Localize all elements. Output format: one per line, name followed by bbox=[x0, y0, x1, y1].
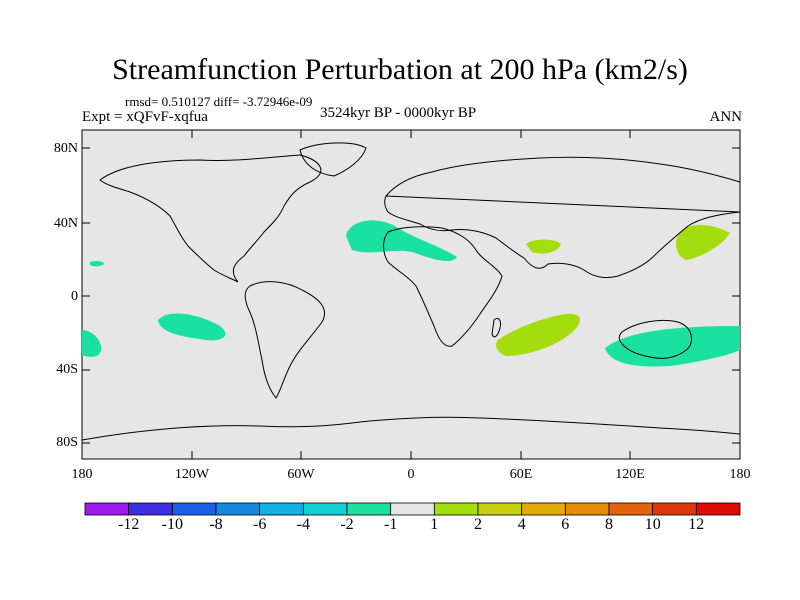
lon-label-180-west: 180 bbox=[71, 467, 93, 482]
colorbar-box bbox=[215, 502, 261, 516]
colorbar-label: 8 bbox=[605, 516, 613, 533]
colorbar-box bbox=[695, 502, 741, 516]
coast-africa bbox=[383, 226, 503, 347]
colorbar-box bbox=[652, 502, 697, 516]
coast-north-america bbox=[99, 154, 322, 283]
lon-label-60w: 60W bbox=[287, 467, 315, 482]
negative-anomaly-small-pacific bbox=[90, 260, 104, 267]
colorbar-box bbox=[564, 502, 610, 516]
colorbar-box bbox=[477, 502, 523, 516]
colorbar-label: 1 bbox=[430, 516, 439, 533]
colorbar-box bbox=[346, 502, 392, 516]
negative-anomaly-western-edge bbox=[82, 330, 102, 357]
lon-label-60e: 60E bbox=[509, 467, 533, 482]
colorbar-box bbox=[128, 502, 173, 516]
lat-label-80s: 80S bbox=[56, 435, 78, 450]
colorbar-box bbox=[259, 502, 304, 516]
period-label: 3524kyr BP - 0000kyr BP bbox=[320, 105, 477, 121]
colorbar-box bbox=[390, 502, 435, 516]
coastlines bbox=[81, 142, 741, 441]
anomaly-patches bbox=[82, 220, 740, 367]
colorbar-label: -8 bbox=[209, 516, 223, 533]
colorbar-label: 10 bbox=[644, 516, 661, 533]
axis-ticks bbox=[82, 130, 740, 459]
plot-title: Streamfunction Perturbation at 200 hPa (… bbox=[112, 53, 688, 86]
colorbar-label: 2 bbox=[474, 516, 482, 533]
stats-text: rmsd= 0.510127 diff= -3.72946e-09 bbox=[125, 94, 313, 109]
colorbar-box bbox=[521, 502, 566, 516]
colorbar-boxes bbox=[84, 502, 741, 516]
negative-anomaly-south-pacific bbox=[158, 313, 226, 341]
colorbar-box bbox=[433, 502, 479, 516]
lat-label-0: 0 bbox=[71, 289, 78, 304]
positive-anomaly-north-pacific bbox=[676, 224, 730, 260]
lon-label-120w: 120W bbox=[174, 467, 210, 482]
lat-label-40n: 40N bbox=[53, 216, 78, 231]
coast-eurasia bbox=[384, 156, 741, 279]
lat-label-40s: 40S bbox=[56, 362, 78, 377]
colorbar-label: -6 bbox=[253, 516, 267, 533]
colorbar-label: 4 bbox=[517, 516, 526, 533]
colorbar-label: 12 bbox=[688, 516, 705, 533]
map-background bbox=[81, 129, 741, 460]
season-label: ANN bbox=[709, 109, 743, 125]
colorbar-label: -2 bbox=[340, 516, 354, 533]
lon-label-180-east: 180 bbox=[729, 467, 751, 482]
positive-anomaly-arabia bbox=[526, 239, 561, 254]
lon-label-0: 0 bbox=[407, 467, 415, 482]
negative-anomaly-australia bbox=[605, 326, 740, 367]
colorbar-box bbox=[302, 502, 348, 516]
coast-australia bbox=[618, 319, 692, 359]
colorbar-box bbox=[171, 502, 217, 516]
coast-south-america bbox=[244, 281, 325, 399]
colorbar-label: 6 bbox=[561, 516, 570, 533]
negative-anomaly-north-atlantic bbox=[346, 220, 457, 262]
coast-antarctica bbox=[81, 416, 741, 441]
colorbar-label: -10 bbox=[161, 516, 183, 533]
colorbar-box bbox=[608, 502, 654, 516]
colorbar-label: -4 bbox=[296, 516, 310, 533]
colorbar-label: -1 bbox=[384, 516, 398, 533]
colorbar-box bbox=[84, 502, 130, 516]
experiment-label: Expt = xQFvF-xqfua bbox=[82, 109, 208, 125]
lon-label-120e: 120E bbox=[615, 467, 645, 482]
positive-anomaly-indian-ocean bbox=[496, 313, 580, 356]
colorbar-label: -12 bbox=[118, 516, 140, 533]
lat-label-80n: 80N bbox=[53, 141, 78, 156]
coast-greenland bbox=[299, 142, 367, 177]
coast-madagascar bbox=[491, 317, 501, 338]
